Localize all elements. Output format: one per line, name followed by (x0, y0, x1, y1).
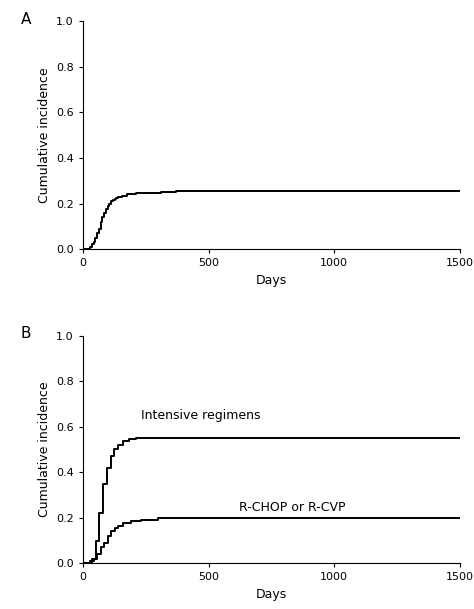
Y-axis label: Cumulative incidence: Cumulative incidence (37, 68, 51, 203)
Text: B: B (21, 326, 31, 342)
Text: R-CHOP or R-CVP: R-CHOP or R-CVP (239, 501, 345, 515)
Text: A: A (21, 12, 31, 27)
X-axis label: Days: Days (256, 273, 287, 287)
X-axis label: Days: Days (256, 588, 287, 601)
Text: Intensive regimens: Intensive regimens (141, 409, 260, 422)
Y-axis label: Cumulative incidence: Cumulative incidence (37, 382, 51, 517)
